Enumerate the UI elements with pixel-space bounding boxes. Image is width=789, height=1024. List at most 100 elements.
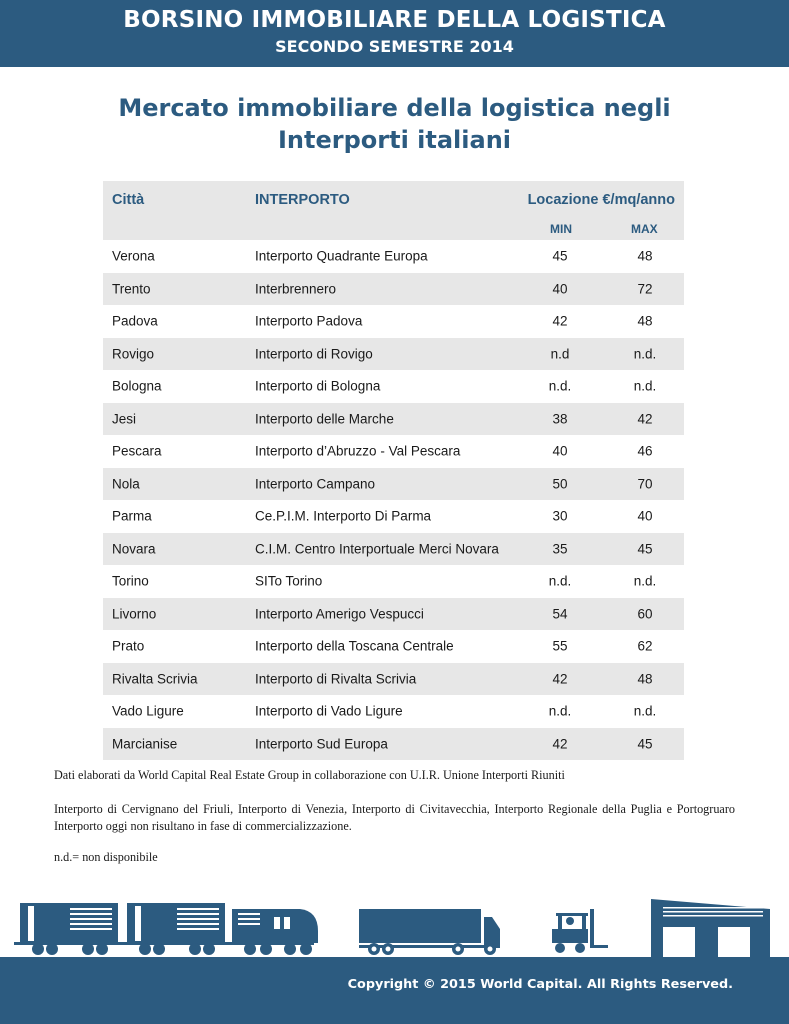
min-cell: n.d. [548,378,572,394]
min-cell: 30 [552,508,568,524]
max-cell: 48 [637,248,653,264]
table-row: Novara C.I.M. Centro Interportuale Merci … [103,532,684,565]
table-row: Livorno Interporto Amerigo Vespucci 54 60 [103,597,684,630]
city-cell: Trento [112,281,151,297]
table-row: Trento Interbrennero 40 72 [103,272,684,305]
max-cell: n.d. [633,346,657,362]
truck-icon [359,909,500,955]
table-row: Torino SITo Torino n.d. n.d. [103,565,684,598]
city-cell: Parma [112,508,152,524]
min-cell: 40 [552,443,568,459]
city-cell: Rovigo [112,346,155,362]
interporto-cell: Interporto di Rivalta Scrivia [255,671,417,687]
interporto-cell: Interporto Campano [255,476,376,492]
table-row: Prato Interporto della Toscana Centrale 55… [103,630,684,663]
max-cell: 48 [637,313,653,329]
table-row: Jesi Interporto delle Marche 38 42 [103,402,684,435]
header-city: Città [112,192,145,208]
table-row: Rivalta Scrivia Interporto di Rivalta Scr… [103,662,684,695]
table-row: Padova Interporto Padova 42 48 [103,305,684,338]
city-cell: Marcianise [112,736,178,752]
max-cell: 45 [637,736,653,752]
city-cell: Verona [112,248,155,264]
document-title-line-1: Mercato immobiliare della logistica negl… [118,94,671,122]
min-cell: n.d. [548,573,572,589]
interporto-cell: Interporto d’Abruzzo - Val Pescara [255,443,461,459]
interporto-cell: Interporto di Vado Ligure [255,703,403,719]
header-min: MIN [550,222,572,236]
max-cell: n.d. [633,703,657,719]
max-cell: n.d. [633,573,657,589]
interporto-cell: Interporto delle Marche [255,411,394,427]
rail-line [14,942,314,945]
max-cell: 62 [637,638,653,654]
city-cell: Prato [112,638,145,654]
city-cell: Livorno [112,606,157,622]
warehouse-icon [651,899,770,957]
interporto-cell: Interporto Sud Europa [255,736,388,752]
table-row: Pescara Interporto d’Abruzzo - Val Pescar… [103,435,684,468]
min-cell: n.d. [548,703,572,719]
copyright-text: Copyright © 2015 World Capital. All Righ… [347,977,733,992]
table-row: Bologna Interporto di Bologna n.d. n.d. [103,370,684,403]
table-body: Verona Interporto Quadrante Europa 45 48 Tre… [103,240,684,760]
max-cell: 60 [637,606,653,622]
city-cell: Padova [112,313,158,329]
max-cell: 70 [637,476,653,492]
interporto-cell: SITo Torino [255,573,323,589]
min-cell: 54 [552,606,568,622]
inactive-ports-note: Interporto di Cervignano del Friuli, Int… [54,802,735,833]
interporto-cell: C.I.M. Centro Interportuale Merci Novara [255,541,499,557]
table-row: Parma Ce.P.I.M. Interporto Di Parma 30 40 [103,500,684,533]
banner-title: BORSINO IMMOBILIARE DELLA LOGISTICA [123,7,666,33]
city-cell: Torino [112,573,149,589]
max-cell: 72 [637,281,653,297]
interporto-cell: Ce.P.I.M. Interporto Di Parma [255,508,432,524]
legend-note: n.d.= non disponibile [54,850,158,864]
table-row: Nola Interporto Campano 50 70 [103,467,684,500]
document-title-line-2: Interporti italiani [277,126,511,154]
header-location: Locazione €/mq/anno [527,192,675,208]
max-cell: 46 [637,443,653,459]
max-cell: 48 [637,671,653,687]
interporto-cell: Interporto Amerigo Vespucci [255,606,424,622]
header-max: MAX [631,222,658,236]
table-row: Vado Ligure Interporto di Vado Ligure n.d.… [103,695,684,728]
banner-subtitle: SECONDO SEMESTRE 2014 [275,37,514,56]
rent-table: Città INTERPORTO Locazione €/mq/anno MIN… [103,181,684,760]
max-cell: 42 [637,411,653,427]
min-cell: 42 [552,313,568,329]
document-title: Mercato immobiliare della logistica negl… [0,92,789,156]
city-cell: Rivalta Scrivia [112,671,198,687]
train-wagon-icon [20,903,118,955]
forklift-icon [552,909,608,953]
min-cell: 40 [552,281,568,297]
min-cell: 55 [552,638,568,654]
interporto-cell: Interporto della Toscana Centrale [255,638,454,654]
city-cell: Vado Ligure [112,703,184,719]
max-cell: n.d. [633,378,657,394]
max-cell: 40 [637,508,653,524]
max-cell: 45 [637,541,653,557]
source-note: Dati elaborati da World Capital Real Est… [54,768,565,782]
city-cell: Jesi [112,411,137,427]
city-cell: Pescara [112,443,162,459]
min-cell: n.d [550,346,570,362]
city-cell: Novara [112,541,156,557]
min-cell: 38 [552,411,568,427]
top-banner: BORSINO IMMOBILIARE DELLA LOGISTICA SECO… [0,0,789,67]
city-cell: Nola [112,476,140,492]
min-cell: 50 [552,476,568,492]
min-cell: 42 [552,736,568,752]
interporto-cell: Interbrennero [255,281,337,297]
table-row: Marcianise Interporto Sud Europa 42 45 [103,727,684,760]
locomotive-icon [232,909,318,955]
header-interporto: INTERPORTO [255,192,350,208]
table-header: Città INTERPORTO Locazione €/mq/anno MIN… [103,181,684,240]
table-row: Rovigo Interporto di Rovigo n.d n.d. [103,337,684,370]
interporto-cell: Interporto di Rovigo [255,346,373,362]
city-cell: Bologna [112,378,162,394]
min-cell: 35 [552,541,568,557]
min-cell: 42 [552,671,568,687]
logistics-illustration [14,899,770,957]
